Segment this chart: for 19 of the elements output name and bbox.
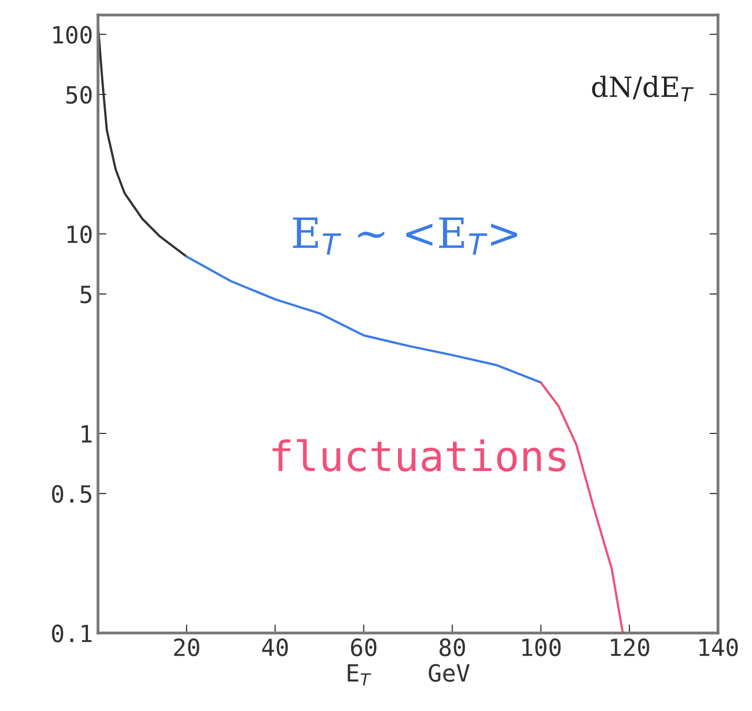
x-tick-label: 100 bbox=[522, 638, 561, 656]
x-tick-label: 80 bbox=[440, 638, 465, 656]
y-tick-label: 0.5 bbox=[52, 485, 92, 503]
x-tick-label: 40 bbox=[262, 638, 288, 656]
y-tick-label: 100 bbox=[53, 26, 92, 44]
y-tick-label: 50 bbox=[66, 86, 92, 104]
x-tick-label: 20 bbox=[174, 638, 200, 656]
y-tick-label: 1 bbox=[82, 425, 92, 442]
x-tick-label: 140 bbox=[700, 638, 738, 656]
x-tick-label: 60 bbox=[351, 638, 376, 656]
y-tick-label: 10 bbox=[68, 225, 92, 244]
series-label: fluctuations bbox=[272, 439, 566, 472]
text: E$_{T}$ GeV bbox=[348, 664, 470, 686]
x-tick-label: 120 bbox=[610, 638, 650, 656]
y-tick-label: 5 bbox=[80, 286, 92, 304]
series-label: E$_{T}$ ~ <E$_{T}$> bbox=[293, 217, 518, 255]
line-series bbox=[185, 255, 542, 384]
y-axis-title: dN/dE$_{T}$ bbox=[592, 76, 694, 102]
y-tick-label: 0.1 bbox=[52, 624, 92, 642]
